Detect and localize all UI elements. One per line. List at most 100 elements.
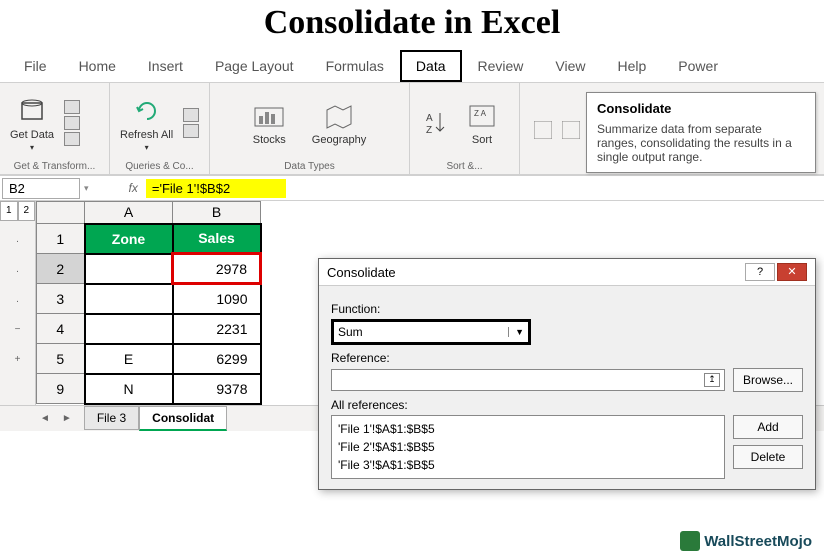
stocks-label: Stocks xyxy=(253,134,286,146)
sheet-tab-file3[interactable]: File 3 xyxy=(84,406,139,430)
outline-mark[interactable]: . xyxy=(2,285,33,315)
tab-formulas[interactable]: Formulas xyxy=(310,50,400,82)
all-references-list[interactable]: 'File 1'!$A$1:$B$5 'File 2'!$A$1:$B$5 'F… xyxy=(331,415,725,479)
row-header[interactable]: 1 xyxy=(37,224,85,254)
text-to-columns-icon[interactable] xyxy=(534,121,552,139)
tab-file[interactable]: File xyxy=(8,50,63,82)
cell-b1[interactable]: Sales xyxy=(173,224,261,254)
tooltip-title: Consolidate xyxy=(597,101,805,116)
spreadsheet-grid[interactable]: A B 1 Zone Sales 2 2978 3 1090 4 2231 5 … xyxy=(36,201,262,405)
outline-mark[interactable]: . xyxy=(2,225,33,255)
name-box-dropdown-icon[interactable]: ▾ xyxy=(84,183,89,194)
stocks-icon xyxy=(253,100,285,132)
consolidate-dialog: Consolidate ? ✕ Function: Sum ▼ Referenc… xyxy=(318,258,816,490)
cell[interactable]: 1090 xyxy=(173,284,261,314)
group-sort-filter: AZ Z A Sort Sort &... xyxy=(410,83,520,174)
get-data-label: Get Data xyxy=(10,129,54,141)
geography-button[interactable]: Geography xyxy=(308,98,370,148)
function-value: Sum xyxy=(338,325,363,339)
sort-az-button[interactable]: AZ xyxy=(416,105,456,141)
cell-a1[interactable]: Zone xyxy=(85,224,173,254)
sheet-nav-next-icon[interactable]: ► xyxy=(62,413,72,424)
group-label: Get & Transform... xyxy=(6,159,103,172)
outline-expand-icon[interactable]: + xyxy=(2,345,33,375)
refresh-icon xyxy=(131,95,163,127)
col-header-b[interactable]: B xyxy=(173,202,261,224)
reference-item[interactable]: 'File 1'!$A$1:$B$5 xyxy=(338,420,718,438)
reference-item[interactable]: 'File 3'!$A$1:$B$5 xyxy=(338,456,718,474)
tab-power[interactable]: Power xyxy=(662,50,734,82)
sheet-nav-prev-icon[interactable]: ◄ xyxy=(40,413,50,424)
reference-item[interactable]: 'File 2'!$A$1:$B$5 xyxy=(338,438,718,456)
function-label: Function: xyxy=(331,302,803,316)
row-header[interactable]: 4 xyxy=(37,314,85,344)
cell[interactable]: 2231 xyxy=(173,314,261,344)
row-header[interactable]: 5 xyxy=(37,344,85,374)
tab-data[interactable]: Data xyxy=(400,50,462,82)
refresh-all-button[interactable]: Refresh All▾ xyxy=(116,93,177,154)
group-queries: Refresh All▾ Queries & Co... xyxy=(110,83,210,174)
cell[interactable] xyxy=(85,314,173,344)
cell-b2-selected[interactable]: 2978 xyxy=(173,254,261,284)
outline-level-1[interactable]: 1 xyxy=(0,201,18,221)
stocks-button[interactable]: Stocks xyxy=(249,98,290,148)
function-dropdown[interactable]: Sum ▼ xyxy=(331,319,531,345)
formula-bar: B2 ▾ fx ='File 1'!$B$2 xyxy=(0,175,824,201)
get-data-button[interactable]: Get Data▾ xyxy=(6,93,58,154)
outline-collapse-icon[interactable]: − xyxy=(2,315,33,345)
cell[interactable]: 9378 xyxy=(173,374,261,404)
sort-az-icon: AZ xyxy=(420,107,452,139)
reference-label: Reference: xyxy=(331,351,803,365)
tab-insert[interactable]: Insert xyxy=(132,50,199,82)
tooltip-body: Summarize data from separate ranges, con… xyxy=(597,122,805,164)
col-header-a[interactable]: A xyxy=(85,202,173,224)
tab-page-layout[interactable]: Page Layout xyxy=(199,50,310,82)
name-box[interactable]: B2 xyxy=(2,178,80,199)
database-icon xyxy=(16,95,48,127)
tab-home[interactable]: Home xyxy=(63,50,132,82)
refresh-label: Refresh All xyxy=(120,129,173,141)
collapse-dialog-icon[interactable]: ↥ xyxy=(704,373,720,387)
delete-button[interactable]: Delete xyxy=(733,445,803,469)
row-header[interactable]: 9 xyxy=(37,374,85,404)
logo-icon xyxy=(680,531,700,551)
consolidate-tooltip: Consolidate Summarize data from separate… xyxy=(586,92,816,173)
group-label: Queries & Co... xyxy=(116,159,203,172)
group-get-transform: Get Data▾ Get & Transform... xyxy=(0,83,110,174)
sheet-tab-consolidate[interactable]: Consolidat xyxy=(139,406,227,431)
outline-column: 1 2 . . . − + xyxy=(0,201,36,405)
fx-icon[interactable]: fx xyxy=(129,181,138,195)
reference-input[interactable]: ↥ xyxy=(331,369,725,391)
get-data-small-buttons[interactable] xyxy=(64,100,80,146)
geography-icon xyxy=(323,100,355,132)
group-label: Sort &... xyxy=(416,159,513,172)
row-header[interactable]: 3 xyxy=(37,284,85,314)
tab-help[interactable]: Help xyxy=(602,50,663,82)
cell[interactable] xyxy=(85,284,173,314)
flash-fill-icon[interactable] xyxy=(562,121,580,139)
sort-button[interactable]: Z A Sort xyxy=(462,98,502,148)
dialog-title: Consolidate xyxy=(327,265,396,280)
select-all-corner[interactable] xyxy=(37,202,85,224)
dropdown-arrow-icon: ▼ xyxy=(508,327,524,337)
dialog-help-button[interactable]: ? xyxy=(745,263,775,281)
outline-level-2[interactable]: 2 xyxy=(18,201,36,221)
queries-small-buttons[interactable] xyxy=(183,108,199,138)
browse-button[interactable]: Browse... xyxy=(733,368,803,392)
tab-view[interactable]: View xyxy=(539,50,601,82)
svg-text:Z: Z xyxy=(426,125,432,136)
cell-a2[interactable] xyxy=(85,254,173,284)
row-header[interactable]: 2 xyxy=(37,254,85,284)
group-data-types: Stocks Geography Data Types xyxy=(210,83,410,174)
group-label: Data Types xyxy=(216,159,403,172)
outline-mark[interactable]: . xyxy=(2,255,33,285)
cell[interactable]: E xyxy=(85,344,173,374)
tab-review[interactable]: Review xyxy=(462,50,540,82)
geography-label: Geography xyxy=(312,134,366,146)
add-button[interactable]: Add xyxy=(733,415,803,439)
cell[interactable]: 6299 xyxy=(173,344,261,374)
cell[interactable]: N xyxy=(85,374,173,404)
dialog-close-button[interactable]: ✕ xyxy=(777,263,807,281)
formula-input[interactable]: ='File 1'!$B$2 xyxy=(146,179,286,198)
dialog-titlebar[interactable]: Consolidate ? ✕ xyxy=(319,259,815,286)
